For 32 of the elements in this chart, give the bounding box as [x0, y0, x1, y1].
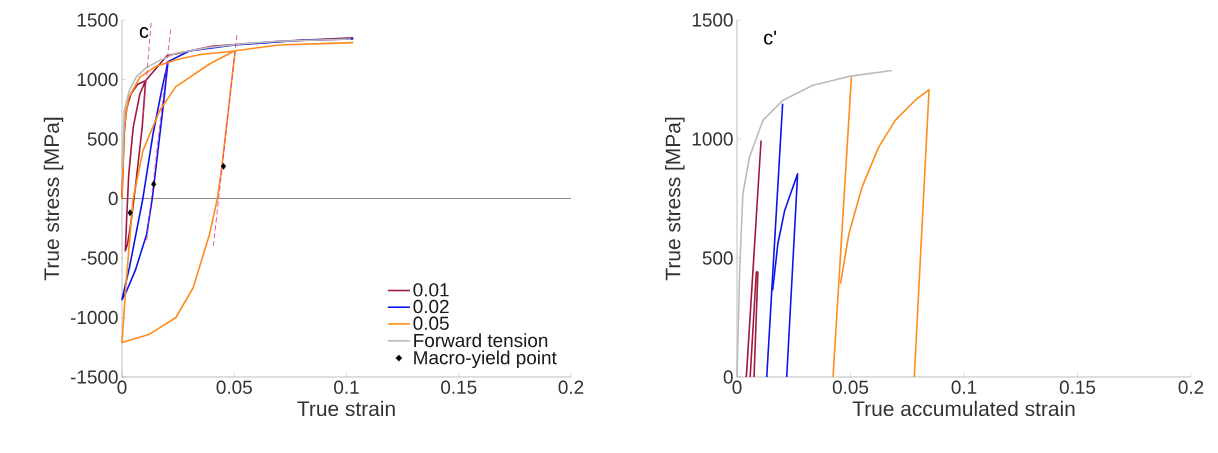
x-tick-label: 0.2 [1178, 380, 1204, 394]
y-tick-label: 500 [702, 251, 733, 265]
y-tick-label: -500 [81, 251, 118, 265]
y-tick-label: 1000 [77, 72, 118, 87]
y-tick-label: 0 [723, 370, 733, 384]
y-tick-label: 0 [108, 191, 118, 206]
x-tick-label: 0.1 [951, 380, 977, 394]
y-axis-title: True stress [MPa] [43, 117, 64, 281]
x-tick-label: 0.15 [441, 380, 477, 394]
y-tick-label: 1500 [77, 13, 118, 27]
x-tick-label: 0.1 [334, 380, 359, 394]
y-tick-label: 500 [87, 132, 118, 146]
annotation: c' [764, 30, 776, 45]
x-tick-label: 0.15 [1059, 380, 1096, 394]
x-axis-title: True accumulated strain [852, 400, 1075, 417]
x-tick-label: 0.2 [558, 380, 584, 394]
x-tick-label: 0.05 [832, 380, 869, 394]
x-axis-title: True strain [297, 400, 395, 417]
legend-label: 0.05 [413, 316, 449, 330]
y-tick-label: -1500 [70, 370, 118, 384]
legend-label: 0.01 [413, 283, 449, 297]
y-axis-title: True stress [MPa] [665, 117, 685, 281]
y-tick-label: 1000 [692, 132, 733, 146]
annotation: c [139, 27, 149, 38]
x-tick-label: 0 [732, 380, 742, 394]
x-tick-label: 0 [117, 380, 127, 394]
legend-label: 0.02 [413, 299, 449, 314]
legend-label: Forward tension [414, 333, 548, 348]
y-tick-label: 1500 [692, 13, 733, 27]
legend-label: Macro-yield point [414, 350, 557, 369]
y-tick-label: -1000 [70, 310, 118, 325]
x-tick-label: 0.05 [216, 380, 252, 394]
